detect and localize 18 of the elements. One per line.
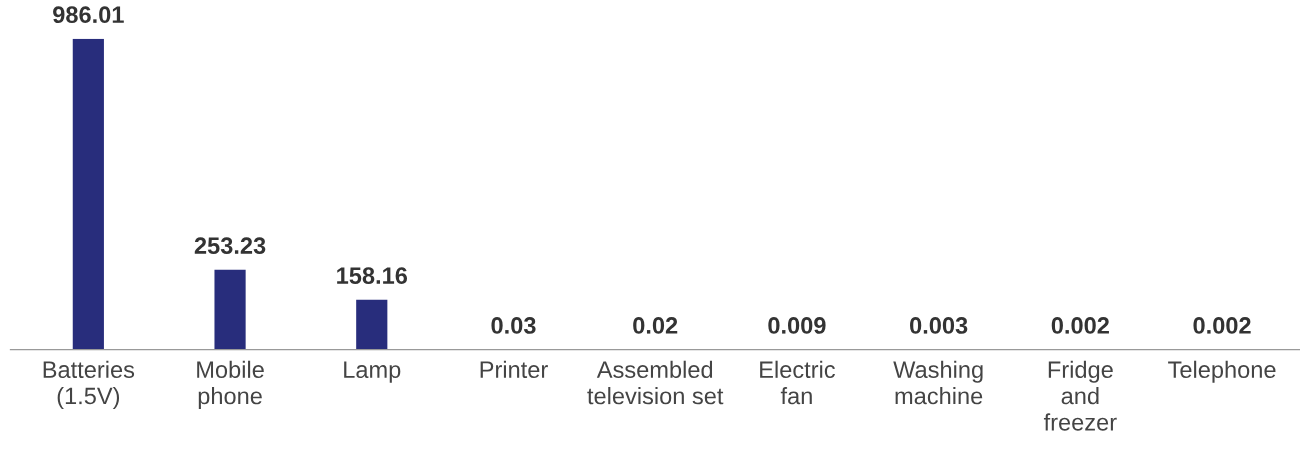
data-label: 0.002: [1193, 317, 1251, 334]
data-label: 0.002: [1051, 317, 1109, 334]
x-tick-label: Mobile phone: [197, 360, 264, 410]
x-tick-label: Telephone: [1168, 360, 1276, 383]
data-label: 0.003: [910, 317, 968, 334]
x-tick-label: Batteries (1.5V): [43, 360, 135, 409]
data-label: 0.009: [768, 317, 826, 334]
x-tick-label: Lamp: [344, 361, 401, 383]
data-label: 986.01: [53, 6, 124, 24]
data-label: 253.23: [194, 237, 266, 255]
data-label: 0.03: [491, 317, 536, 334]
x-tick-label: Washing machine: [893, 360, 983, 405]
x-tick-label: Printer: [480, 360, 548, 379]
x-tick-label: Fridge and freezer: [1043, 360, 1117, 431]
data-label: 0.02: [633, 317, 678, 334]
x-tick-label: Electric fan: [760, 360, 835, 405]
x-tick-label: Assembled television set: [587, 360, 724, 405]
data-label: 158.16: [337, 267, 408, 284]
